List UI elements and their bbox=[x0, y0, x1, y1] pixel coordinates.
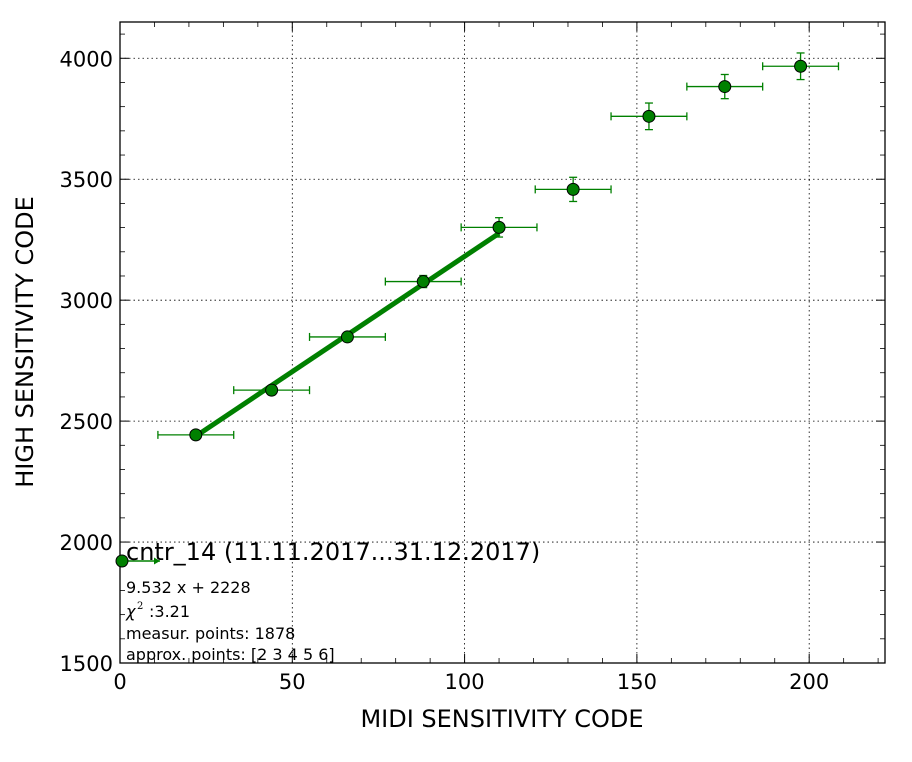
point-marker bbox=[265, 383, 279, 397]
point-marker bbox=[642, 109, 656, 123]
x-axis-title: MIDI SENSITIVITY CODE bbox=[360, 705, 643, 733]
point-marker bbox=[189, 428, 203, 442]
y-tick-label: 2500 bbox=[60, 410, 113, 434]
y-axis-title: HIGH SENSITIVITY CODE bbox=[11, 196, 39, 488]
y-tick-label: 2000 bbox=[60, 531, 113, 555]
x-tick-label: 50 bbox=[279, 670, 306, 694]
legend-marker bbox=[115, 554, 129, 568]
legend-fit-equation: 9.532 x + 2228 bbox=[126, 578, 251, 597]
data-point bbox=[157, 428, 235, 442]
y-tick-label: 1500 bbox=[60, 652, 113, 676]
y-tick-label: 3500 bbox=[60, 168, 113, 192]
x-tick-label: 100 bbox=[445, 670, 485, 694]
legend-chi-value: :3.21 bbox=[149, 602, 190, 621]
legend-chi-symbol: χ bbox=[125, 602, 136, 621]
y-tick-label: 4000 bbox=[60, 47, 113, 71]
point-marker bbox=[718, 80, 732, 94]
data-point bbox=[233, 383, 311, 397]
legend-chi-sup: 2 bbox=[137, 601, 143, 612]
legend: cntr_14 (11.11.2017...31.12.2017) 9.532 … bbox=[115, 538, 540, 664]
x-tick-label: 0 bbox=[113, 670, 126, 694]
data-point bbox=[610, 102, 688, 131]
data-series bbox=[157, 52, 840, 442]
axis-ticks bbox=[119, 22, 885, 664]
legend-approx-points: approx. points: [2 3 4 5 6] bbox=[126, 645, 335, 664]
point-marker bbox=[492, 220, 506, 234]
data-point bbox=[384, 274, 462, 289]
data-point bbox=[534, 176, 612, 203]
point-marker bbox=[566, 182, 580, 196]
point-marker bbox=[794, 59, 808, 73]
plot-frame bbox=[119, 21, 886, 664]
y-tick-label: 3000 bbox=[60, 289, 113, 313]
tick-labels: 0 50 100 150 200 1500 2000 2500 3000 3500 4000 bbox=[60, 47, 830, 694]
data-point bbox=[686, 73, 764, 100]
data-point bbox=[460, 217, 538, 238]
legend-measur-points: measur. points: 1878 bbox=[126, 624, 295, 643]
legend-title: cntr_14 (11.11.2017...31.12.2017) bbox=[126, 538, 540, 566]
data-point bbox=[308, 330, 386, 344]
x-tick-label: 200 bbox=[789, 670, 829, 694]
legend-arrow-marker bbox=[154, 557, 160, 565]
x-tick-label: 150 bbox=[617, 670, 657, 694]
point-marker bbox=[340, 330, 354, 344]
data-point bbox=[762, 52, 840, 81]
point-marker bbox=[416, 275, 430, 289]
grid-lines bbox=[120, 22, 885, 663]
